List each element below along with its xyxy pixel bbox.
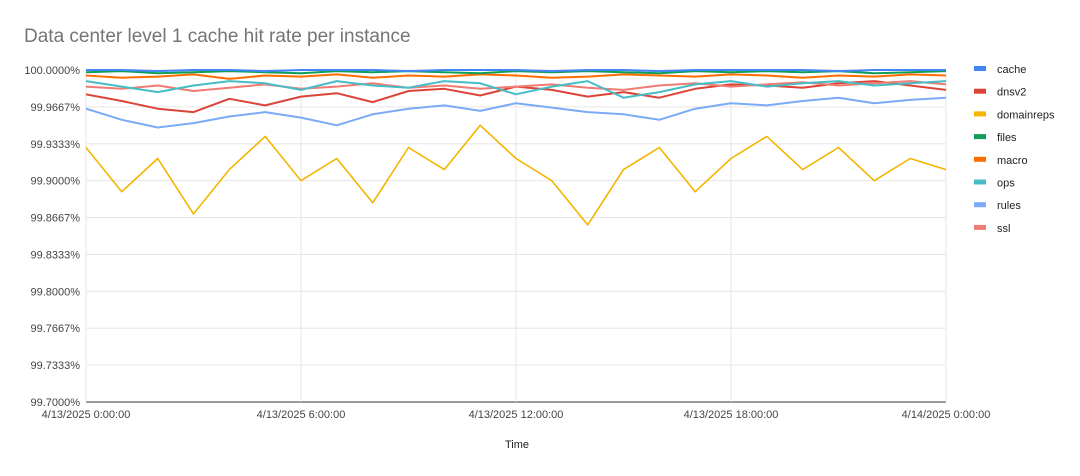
- series-line-domainreps: [86, 124, 946, 226]
- y-tick-label: 100.0000%: [24, 65, 80, 77]
- legend-swatch-domainreps: [974, 111, 986, 117]
- legend-label-domainreps: domainreps: [997, 109, 1055, 121]
- x-axis-ticks: 4/13/2025 0:00:00 4/13/2025 6:00:00 4/13/2…: [42, 409, 991, 421]
- y-tick-label: 99.8333%: [30, 249, 80, 261]
- legend-swatch-dnsv2: [974, 88, 986, 94]
- legend-swatch-files: [974, 134, 986, 140]
- legend: cache dnsv2 domainreps files macro ops rules ss…: [974, 64, 1055, 235]
- legend-label-cache: cache: [997, 64, 1026, 76]
- legend-label-rules: rules: [997, 200, 1021, 212]
- x-tick-label: 4/13/2025 0:00:00: [42, 409, 131, 421]
- legend-label-macro: macro: [997, 155, 1028, 167]
- series-line-ssl: [86, 80, 946, 92]
- legend-swatch-macro: [974, 156, 986, 162]
- chart-title: Data center level 1 cache hit rate per i…: [24, 26, 411, 47]
- y-tick-label: 99.7333%: [30, 360, 80, 372]
- y-tick-label: 99.7667%: [30, 323, 80, 335]
- y-axis-ticks: 100.0000% 99.9667% 99.9333% 99.9000% 99.8667…: [24, 65, 80, 409]
- y-tick-label: 99.9000%: [30, 176, 80, 188]
- legend-swatch-ops: [974, 179, 986, 185]
- x-tick-label: 4/14/2025 0:00:00: [902, 409, 991, 421]
- y-tick-label: 99.8000%: [30, 286, 80, 298]
- legend-swatch-cache: [974, 66, 986, 71]
- gridlines: [85, 69, 947, 403]
- legend-label-dnsv2: dnsv2: [997, 87, 1026, 99]
- series-line-files: [86, 70, 946, 75]
- y-tick-label: 99.9667%: [30, 102, 80, 114]
- x-tick-label: 4/13/2025 12:00:00: [469, 409, 564, 421]
- series-lines: [86, 69, 946, 226]
- y-tick-label: 99.7000%: [30, 397, 80, 409]
- legend-label-files: files: [997, 132, 1017, 144]
- series-line-macro: [86, 73, 946, 80]
- series-line-rules: [86, 96, 946, 129]
- legend-label-ops: ops: [997, 178, 1015, 190]
- x-axis-title: Time: [505, 439, 529, 451]
- legend-label-ssl: ssl: [997, 223, 1010, 235]
- series-line-ops: [86, 80, 946, 99]
- series-line-cache: [86, 69, 946, 73]
- x-tick-label: 4/13/2025 18:00:00: [684, 409, 779, 421]
- y-tick-label: 99.9333%: [30, 139, 80, 151]
- legend-swatch-rules: [974, 202, 986, 208]
- legend-swatch-ssl: [974, 224, 986, 230]
- x-tick-label: 4/13/2025 6:00:00: [257, 409, 346, 421]
- y-tick-label: 99.8667%: [30, 213, 80, 225]
